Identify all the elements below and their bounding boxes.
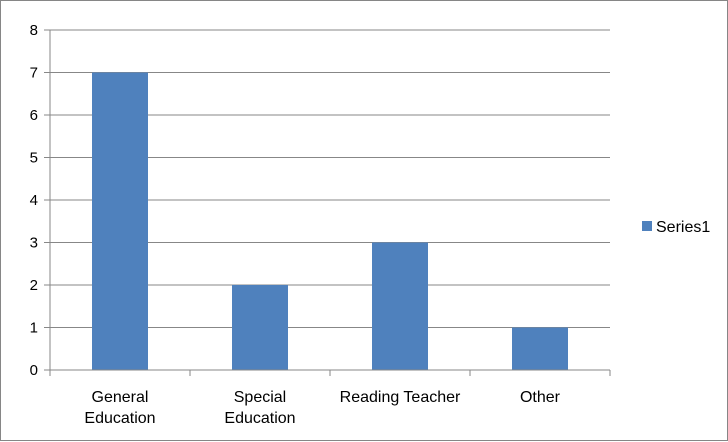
x-tick-label-1-1: Education [224, 410, 295, 427]
x-tick-label-1-0: Special [234, 389, 286, 406]
x-tick-label-3-0: Other [520, 389, 561, 406]
bar-3 [512, 327, 568, 370]
y-tick-label-4: 4 [30, 192, 38, 209]
bar-1 [232, 285, 288, 370]
x-tick-label-0-1: Education [84, 410, 155, 427]
bar-0 [92, 72, 148, 370]
y-tick-label-2: 2 [30, 277, 38, 294]
axes [44, 29, 611, 376]
y-tick-label-7: 7 [30, 65, 38, 82]
bar-2 [372, 242, 428, 370]
y-tick-labels: 0 1 2 3 4 5 6 7 8 [30, 22, 38, 379]
legend: Series1 [642, 219, 710, 236]
y-tick-label-5: 5 [30, 150, 38, 167]
legend-label-0: Series1 [656, 219, 710, 236]
y-tick-label-6: 6 [30, 107, 38, 124]
x-tick-label-2-0: Reading Teacher [340, 389, 461, 406]
bars [92, 72, 568, 370]
y-tick-label-1: 1 [30, 320, 38, 337]
legend-swatch-0 [642, 221, 652, 231]
y-tick-label-3: 3 [30, 235, 38, 252]
y-tick-label-8: 8 [30, 22, 38, 39]
x-tick-labels: General Education Special Education Reading … [84, 389, 560, 427]
x-tick-label-0-0: General [92, 389, 149, 406]
y-tick-label-0: 0 [30, 362, 38, 379]
